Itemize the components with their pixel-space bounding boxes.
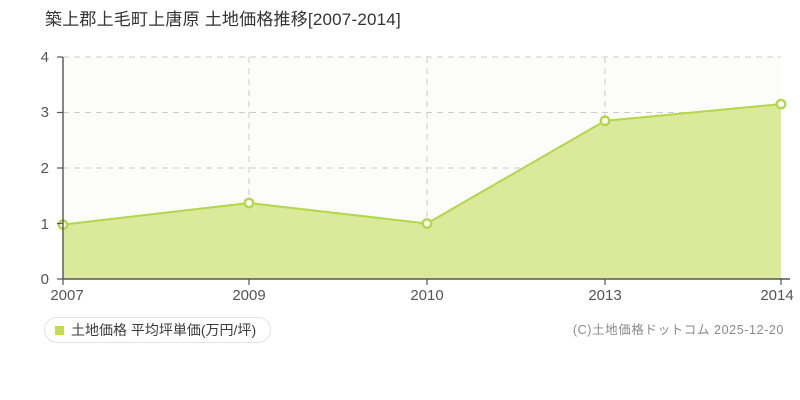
- y-tick-label-0: 0: [41, 271, 49, 288]
- x-tick-label-2010: 2010: [410, 287, 443, 304]
- legend-swatch-icon: [55, 325, 64, 335]
- data-point-2010: [421, 218, 433, 229]
- x-tick-label-2013: 2013: [588, 287, 621, 304]
- x-tick-label-2014: 2014: [760, 287, 793, 304]
- copyright-credit: (C)土地価格ドットコム 2025-12-20: [572, 323, 784, 337]
- x-tick-label-2009: 2009: [232, 287, 265, 304]
- y-tick-label-3: 3: [41, 104, 49, 121]
- page-title: 築上郡上毛町上唐原 土地価格推移[2007-2014]: [45, 10, 401, 29]
- data-point-2014: [775, 98, 787, 110]
- area-series-fill: [63, 104, 781, 279]
- legend-item-label: 土地価格 平均坪単価(万円/坪): [71, 322, 257, 338]
- y-tick-label-1: 1: [41, 216, 49, 233]
- x-tick-label-2007: 2007: [50, 287, 83, 304]
- y-axis-ticks: [57, 56, 63, 280]
- chart-plot-area: 4 3 2 1 0 2007 2009 2010 2013 2014: [41, 49, 794, 304]
- x-axis-ticks: [62, 279, 782, 285]
- y-tick-label-4: 4: [41, 49, 49, 66]
- y-tick-label-2: 2: [41, 160, 49, 177]
- data-point-2013: [599, 115, 611, 127]
- data-point-2009: [243, 197, 255, 209]
- chart-legend[interactable]: 土地価格 平均坪単価(万円/坪): [44, 317, 272, 343]
